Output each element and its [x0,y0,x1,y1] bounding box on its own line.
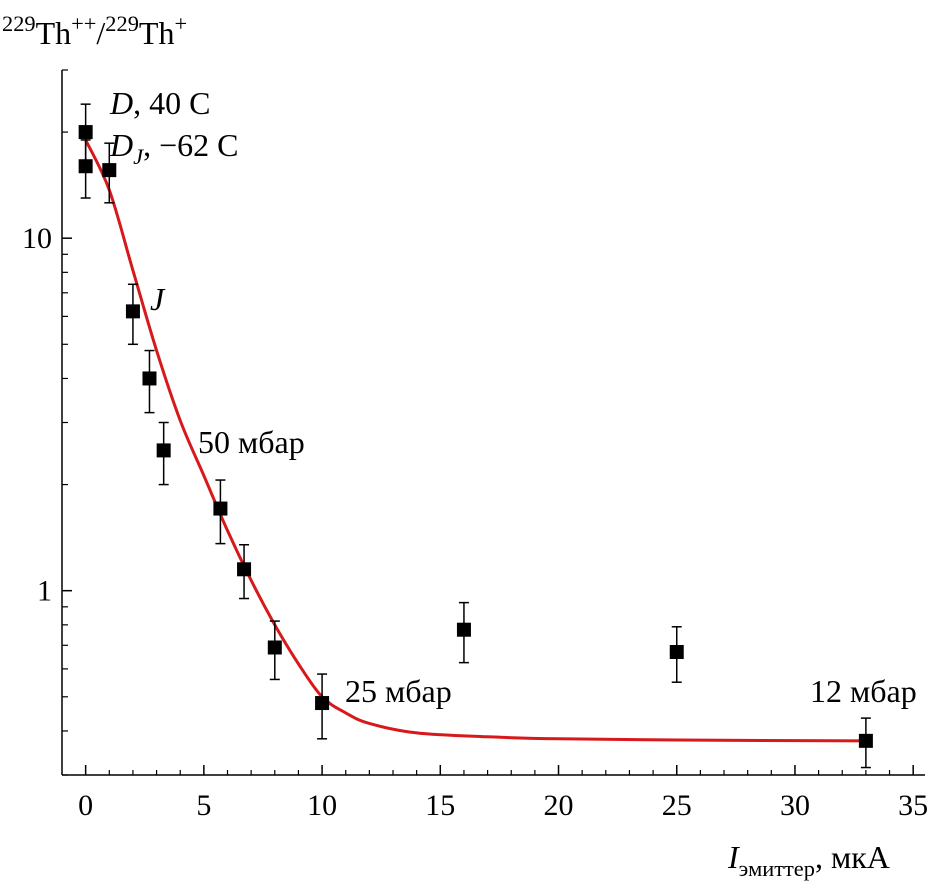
data-point [858,733,873,748]
x-tick-label: 5 [196,789,211,822]
x-tick-label: 15 [425,789,455,822]
data-point [315,696,330,711]
data-point [237,562,252,577]
data-point [456,622,471,637]
data-point [213,501,228,516]
label-part: 12 мбар [810,673,917,709]
fit-curve [84,139,866,743]
data-point [125,304,140,319]
label-part: + [174,11,187,36]
annotation: J [150,281,166,317]
label-part: 25 мбар [345,673,452,709]
label-part: Th [36,15,72,51]
data-point [78,159,93,174]
data-point [78,125,93,140]
y-tick-label: 1 [37,575,52,608]
data-point [142,371,157,386]
label-part: J [150,281,166,317]
x-tick-label: 10 [307,789,337,822]
annotation: 50 мбар [198,424,305,460]
data-point [156,443,171,458]
x-tick-label: 25 [662,789,692,822]
label-part: ++ [71,11,96,36]
label-part: , 40 C [133,85,210,121]
label-part: эмиттер [739,856,815,881]
label-part: 229 [105,11,139,36]
label-part: 50 мбар [198,424,305,460]
label-part: D [109,127,133,163]
label-part: J [133,144,144,169]
label-part: Th [139,15,175,51]
annotation: D, 40 C [109,85,210,121]
label-part: , −62 C [143,127,238,163]
data-point [102,163,117,178]
y-axis-label: 229Th++/229Th+ [2,11,187,51]
label-part: I [727,839,740,875]
label-part: / [96,15,105,51]
annotation: 25 мбар [345,673,452,709]
label-part: D [109,85,133,121]
data-point [267,640,282,655]
x-tick-label: 20 [544,789,574,822]
label: Iэмиттер, мкА [727,839,890,881]
y-tick-label: 10 [22,222,52,255]
x-tick-label: 35 [898,789,928,822]
label-part: 229 [2,11,36,36]
label-part: , мкА [815,839,890,875]
x-tick-label: 30 [780,789,810,822]
x-tick-label: 0 [78,789,93,822]
data-point [669,644,684,659]
annotation: 12 мбар [810,673,917,709]
annotation: DJ, −62 C [109,127,238,169]
